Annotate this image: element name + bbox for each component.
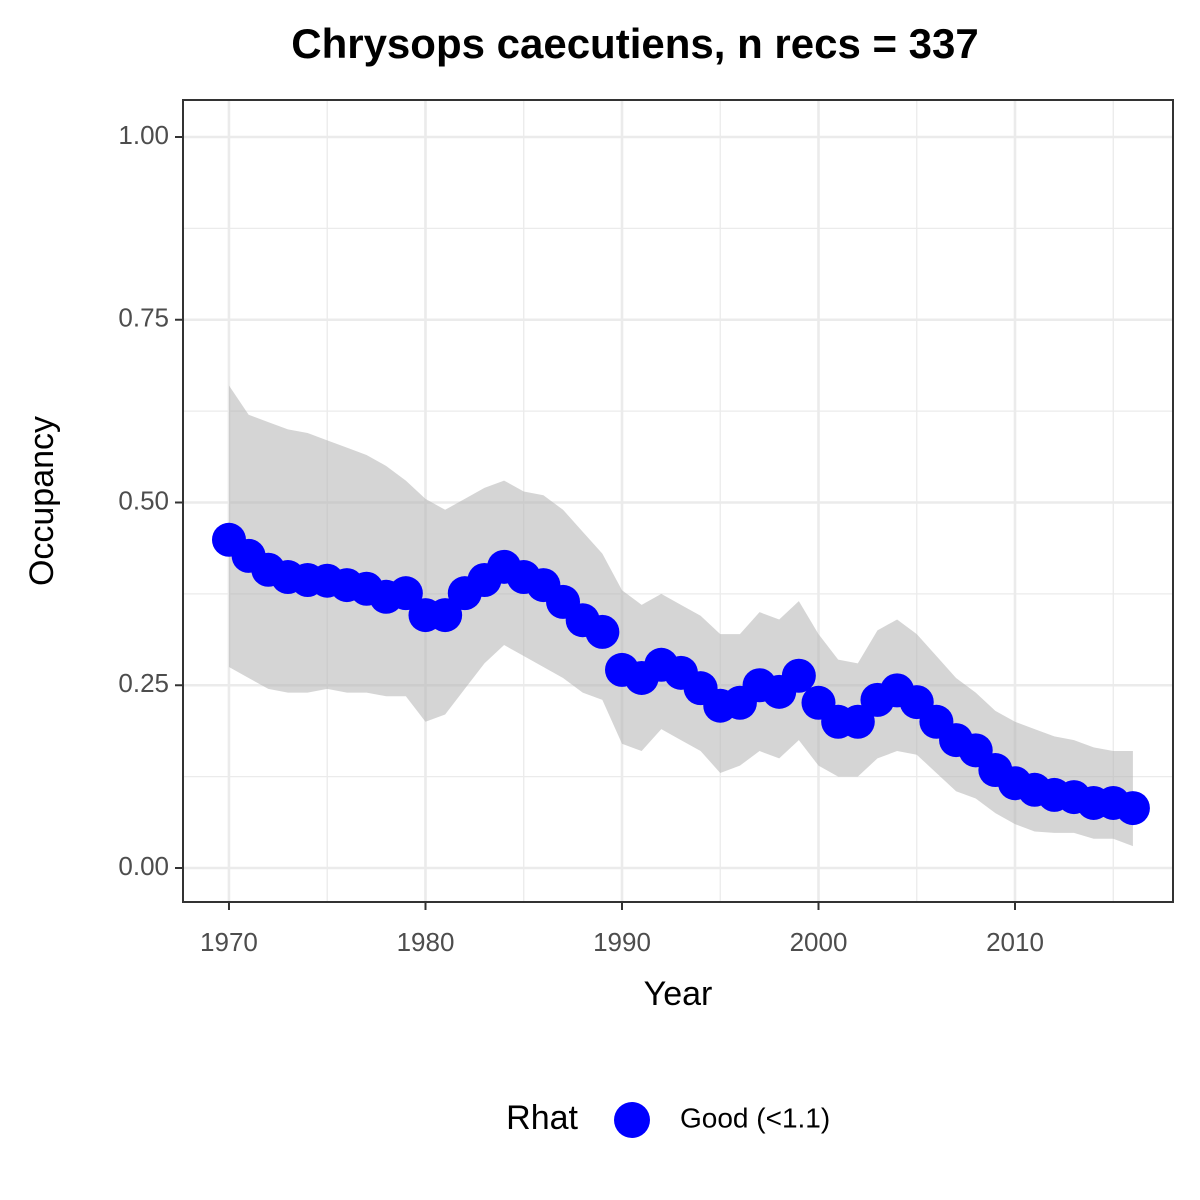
point <box>840 704 875 739</box>
legend-title: Rhat <box>506 1099 578 1137</box>
x-axis-title: Year <box>644 975 713 1013</box>
legend-label: Good (<1.1) <box>680 1102 830 1133</box>
y-tick-label: 1.00 <box>118 120 169 150</box>
x-tick-label: 1970 <box>200 927 258 957</box>
point <box>1115 791 1150 826</box>
confidence-band <box>228 385 1133 847</box>
y-axis-title: Occupancy <box>23 416 61 586</box>
y-tick-label: 0.75 <box>118 303 169 333</box>
x-tick-label: 2000 <box>790 927 848 957</box>
chart-title: Chrysops caecutiens, n recs = 337 <box>291 20 979 67</box>
panel-border <box>182 99 1174 903</box>
y-tick-label: 0.50 <box>118 485 169 515</box>
point <box>428 598 463 633</box>
point <box>585 614 620 649</box>
x-tick-label: 2010 <box>986 927 1044 957</box>
x-tick-label: 1980 <box>397 927 455 957</box>
y-tick-label: 0.00 <box>118 851 169 881</box>
point <box>388 576 423 611</box>
point <box>781 658 816 693</box>
y-tick-label: 0.25 <box>118 668 169 698</box>
legend-marker <box>614 1102 650 1138</box>
x-tick-label: 1990 <box>593 927 651 957</box>
